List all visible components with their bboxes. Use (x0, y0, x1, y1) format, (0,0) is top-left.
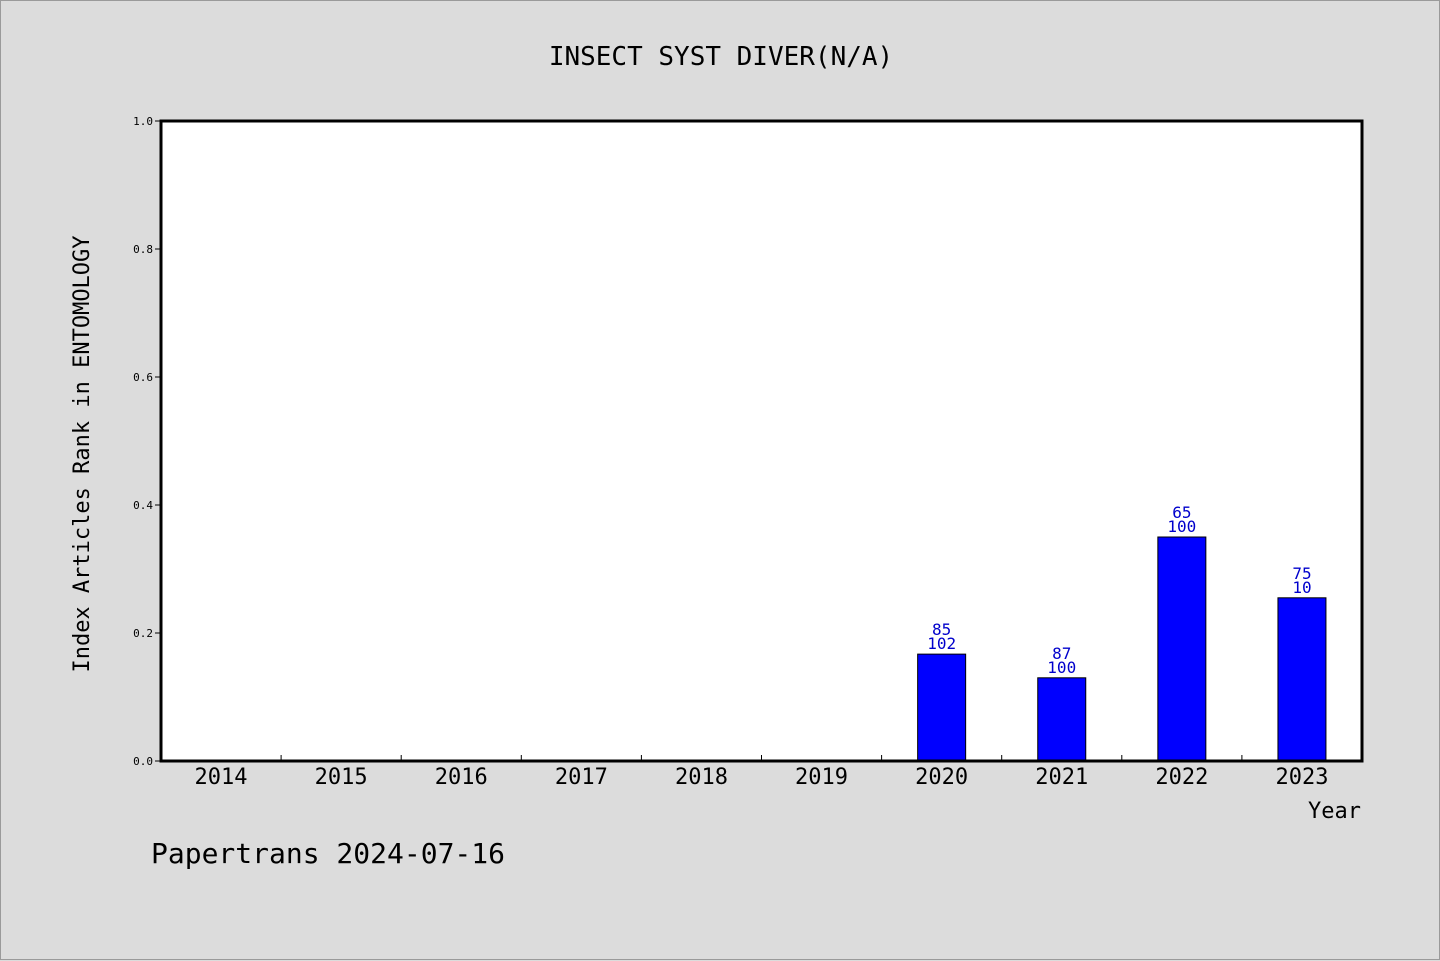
y-tick-label: 0.8 (133, 243, 153, 256)
x-tick-label: 2022 (1155, 765, 1208, 790)
chart-title: INSECT SYST DIVER(N/A) (549, 42, 893, 72)
y-tick-label: 0.0 (133, 755, 153, 768)
bar-total-label: 10 (1292, 578, 1311, 597)
bar-rank-label: 75 (1292, 564, 1311, 583)
x-tick-label: 2020 (915, 765, 968, 790)
y-tick-label: 0.6 (133, 371, 153, 384)
x-tick-label: 2019 (795, 765, 848, 790)
y-tick-label: 1.0 (133, 115, 153, 128)
bar-rank-label: 87 (1052, 644, 1071, 663)
x-tick-label: 2016 (435, 765, 488, 790)
x-tick-label: 2014 (195, 765, 248, 790)
x-axis-label: Year (1308, 799, 1361, 824)
bar-2022 (1157, 536, 1207, 762)
footer-credit: Papertrans 2024-07-16 (151, 837, 505, 870)
bar-rank-label: 65 (1172, 503, 1191, 522)
x-tick-label: 2015 (315, 765, 368, 790)
bar-2023 (1277, 597, 1327, 762)
ticks-layer: 0.0 0.2 0.4 0.6 0.8 1.0 2014 2015 2016 2017 2018 20… (133, 115, 1328, 790)
y-tick-label: 0.4 (133, 499, 153, 512)
x-tick-label: 2023 (1275, 765, 1328, 790)
y-tick-label: 0.2 (133, 627, 153, 640)
plot-frame (159, 119, 1364, 763)
bar-total-label: 102 (927, 634, 956, 653)
bar-2021 (1037, 677, 1087, 762)
y-axis-label: Index Articles Rank in ENTOMOLOGY (70, 235, 95, 672)
bar-total-label: 100 (1047, 658, 1076, 677)
bar-total-label: 100 (1167, 517, 1196, 536)
bar-2020 (917, 653, 967, 762)
bar-rank-label: 85 (932, 620, 951, 639)
x-tick-label: 2021 (1035, 765, 1088, 790)
x-tick-label: 2017 (555, 765, 608, 790)
x-tick-label: 2018 (675, 765, 728, 790)
